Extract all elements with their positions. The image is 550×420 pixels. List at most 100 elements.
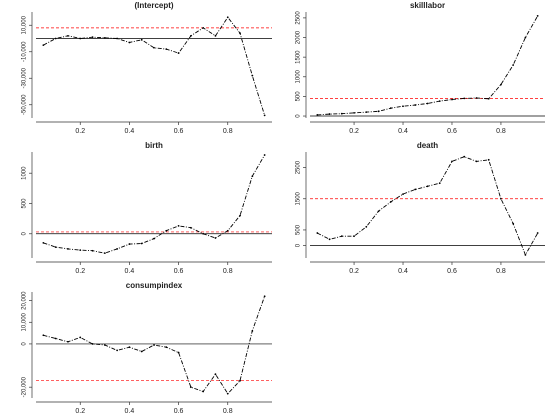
- panel: death 0 500 1500 2500 0.2 0.4 0.6 0.8: [296, 141, 545, 275]
- coef-point: [226, 392, 229, 395]
- coef-point: [91, 36, 94, 39]
- coef-point: [214, 373, 217, 376]
- coef-point: [202, 232, 205, 235]
- coef-point: [487, 97, 490, 100]
- coef-point: [79, 249, 82, 252]
- x-tick-label: 0.4: [125, 268, 135, 275]
- coef-point: [42, 241, 45, 244]
- coef-point: [140, 242, 143, 245]
- coef-point: [140, 38, 143, 41]
- coef-point: [79, 336, 82, 339]
- coef-point: [475, 97, 478, 99]
- coef-point: [426, 185, 429, 188]
- coef-point: [389, 200, 392, 203]
- coef-point: [128, 243, 131, 245]
- x-tick-label: 0.2: [75, 268, 85, 275]
- y-tick-label: 0: [296, 243, 302, 247]
- x-tick-label: 0.6: [447, 128, 457, 135]
- coef-point: [414, 188, 417, 191]
- coef-point: [451, 98, 453, 101]
- coef-point: [165, 346, 168, 349]
- coef-point: [239, 32, 241, 35]
- coef-point: [451, 160, 453, 163]
- coef-point: [263, 114, 266, 117]
- coef-point: [426, 102, 429, 105]
- coef-line: [43, 16, 266, 116]
- y-tick-label: 2500: [296, 11, 302, 25]
- coef-point: [263, 295, 266, 298]
- coef-point: [54, 337, 57, 340]
- coef-point: [512, 64, 515, 66]
- y-tick-label: 20,000: [22, 291, 28, 310]
- x-tick-label: 0.2: [75, 408, 85, 415]
- coef-point: [500, 197, 502, 200]
- coef-point: [54, 246, 57, 248]
- coef-point: [239, 379, 241, 382]
- panel: birth 0 500 1000 0.2 0.4 0.6 0.8: [22, 141, 272, 275]
- panel-title: skilllabor: [410, 1, 445, 10]
- coef-point: [128, 346, 131, 349]
- coef-point: [365, 111, 368, 114]
- y-tick-label: 0: [22, 342, 28, 346]
- x-tick-label: 0.8: [223, 268, 233, 275]
- coef-point: [251, 330, 254, 332]
- coef-point: [251, 175, 254, 178]
- coef-point: [536, 15, 539, 17]
- x-tick-label: 0.2: [75, 128, 85, 135]
- coef-point: [239, 214, 241, 217]
- coef-point: [153, 344, 155, 346]
- coef-point: [438, 182, 441, 185]
- coef-point: [512, 222, 515, 225]
- coef-point: [140, 350, 143, 353]
- coef-point: [226, 229, 229, 232]
- coef-point: [67, 34, 69, 37]
- x-tick-label: 0.8: [223, 408, 233, 415]
- coef-point: [328, 113, 331, 115]
- coef-point: [189, 226, 192, 229]
- y-tick-label: 2000: [296, 30, 302, 44]
- x-tick-label: 0.2: [349, 268, 359, 275]
- y-tick-label: 1500: [296, 50, 302, 64]
- coef-point: [42, 44, 45, 47]
- coef-point: [414, 104, 417, 106]
- y-tick-label: 1500: [296, 191, 302, 205]
- y-tick-label: -10,000: [22, 41, 28, 62]
- panel: (Intercept) -50,000 -30,000 -10,000 10,000 0.…: [22, 1, 272, 135]
- coef-point: [340, 235, 343, 238]
- coef-point: [251, 74, 254, 77]
- y-tick-label: 1000: [296, 69, 302, 83]
- y-tick-label: 500: [22, 198, 28, 209]
- coef-point: [189, 386, 192, 389]
- coef-point: [353, 111, 355, 114]
- coef-point: [463, 155, 466, 158]
- x-tick-label: 0.8: [496, 128, 506, 135]
- coef-point: [536, 232, 539, 234]
- x-tick-label: 0.8: [496, 268, 506, 275]
- coef-point: [79, 37, 82, 40]
- coef-point: [524, 36, 527, 39]
- coef-point: [487, 158, 490, 161]
- y-tick-label: 500: [296, 224, 302, 235]
- y-tick-label: 0: [22, 231, 28, 235]
- coef-point: [524, 253, 527, 256]
- coef-point: [402, 193, 404, 195]
- coef-point: [91, 249, 94, 252]
- coef-point: [103, 252, 106, 255]
- coef-point: [67, 340, 69, 343]
- y-tick-label: 10,000: [22, 312, 28, 331]
- coef-point: [438, 100, 441, 103]
- panel: consumpindex -20,000 0 10,000 20,000 0.2 0.4 0.…: [22, 281, 272, 415]
- panel-title: death: [417, 141, 438, 150]
- panel-title: (Intercept): [134, 1, 173, 10]
- x-tick-label: 0.4: [398, 128, 408, 135]
- coef-point: [91, 343, 94, 345]
- coef-point: [165, 229, 168, 232]
- x-tick-label: 0.4: [398, 268, 408, 275]
- x-tick-label: 0.6: [447, 268, 457, 275]
- coef-point: [54, 37, 57, 40]
- coef-point: [153, 46, 155, 49]
- panel: skilllabor 0 500 1000 1500 2000 2500 0.2 0.4 0.6 0…: [296, 1, 545, 135]
- x-tick-label: 0.6: [174, 268, 184, 275]
- coef-point: [353, 235, 355, 238]
- panel-title: birth: [145, 141, 163, 150]
